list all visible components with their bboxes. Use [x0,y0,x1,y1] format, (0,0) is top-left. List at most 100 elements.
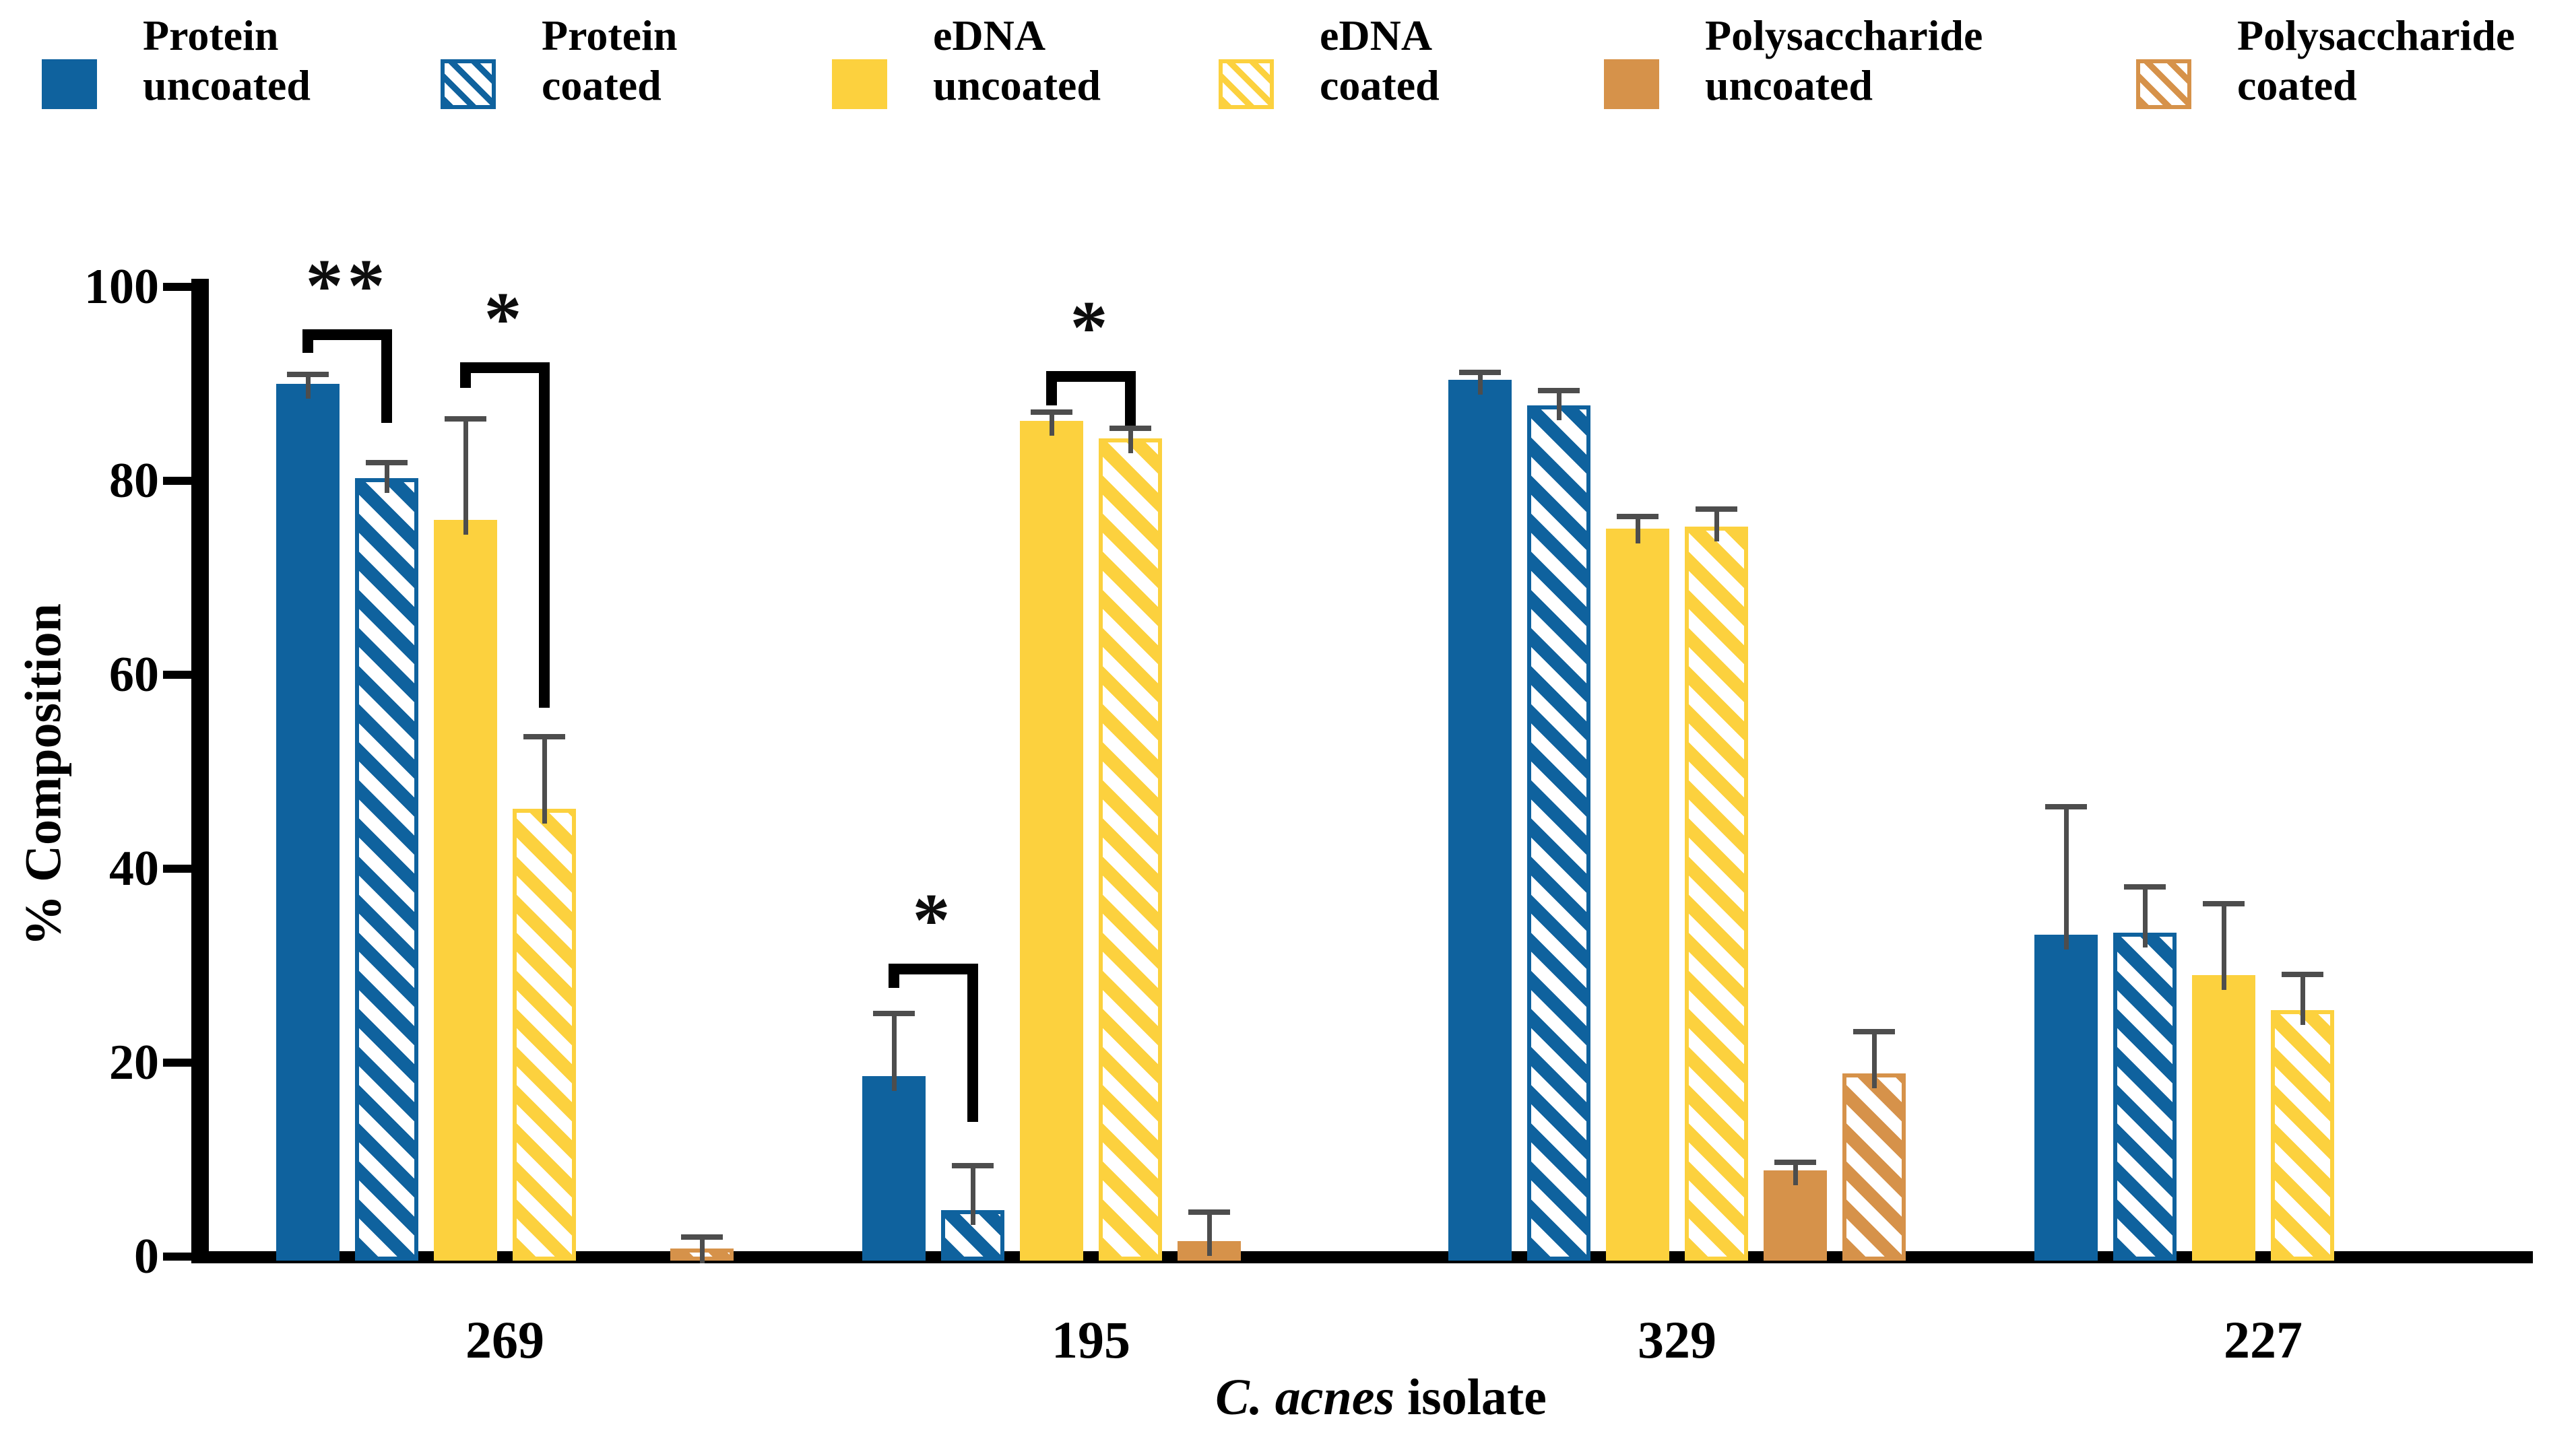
bar-polysaccharide-coated-329 [1842,1073,1906,1261]
error-cap-protein-uncoated-329 [1459,369,1501,375]
bar-protein-uncoated-227 [2034,934,2098,1261]
bar-edna-uncoated-269 [434,519,497,1261]
legend-label-line2: coated [1320,61,1440,109]
x-axis-title: C. acnes isolate [970,1368,1792,1426]
error-cap-edna-uncoated-227 [2203,900,2245,906]
legend-label-polysaccharide-uncoated: Polysaccharide uncoated [1705,11,1983,110]
legend-label-edna-coated: eDNA coated [1320,11,1440,110]
error-cap-polysaccharide-uncoated-195 [1188,1209,1230,1215]
legend-swatch-polysaccharide-uncoated [1604,59,1659,109]
bar-edna-coated-329 [1685,526,1748,1261]
sig-bracket-0-top [302,329,392,341]
legend-label-line1: Polysaccharide [1705,11,1983,59]
legend-label-line1: eDNA [1320,11,1433,59]
chart-legend: Protein uncoated Protein coated eDNA uncoated… [0,0,2576,155]
error-cap-protein-coated-329 [1538,388,1580,394]
legend-label-line2: uncoated [933,61,1101,109]
bar-edna-uncoated-329 [1606,528,1669,1261]
bar-edna-uncoated-195 [1020,420,1083,1261]
error-bar-protein-uncoated-195 [892,1013,897,1092]
error-cap-protein-coated-195 [952,1162,994,1168]
bar-protein-coated-269 [355,477,418,1261]
x-axis-title-species: C. acnes [1215,1369,1395,1426]
error-cap-protein-uncoated-195 [873,1010,915,1016]
bar-edna-uncoated-227 [2192,975,2255,1261]
sig-label-0: ** [305,244,389,329]
error-bar-protein-coated-329 [1557,391,1561,420]
y-axis-line [191,279,209,1263]
y-tick-label-80: 80 [109,453,159,508]
legend-swatch-protein-coated [441,59,496,109]
sig-label-2: * [1070,286,1112,370]
legend-label-line2: uncoated [1705,61,1873,109]
legend-item-protein-uncoated: Protein uncoated [42,0,419,155]
legend-item-edna-coated: eDNA coated [1219,0,1596,155]
y-axis-title: % Composition [15,603,72,946]
legend-label-edna-uncoated: eDNA uncoated [933,11,1101,110]
error-bar-edna-coated-227 [2300,974,2305,1026]
bar-protein-uncoated-195 [862,1076,926,1261]
sig-bracket-0-left-leg [302,329,313,353]
bar-protein-uncoated-269 [276,384,340,1261]
error-bar-edna-uncoated-195 [1050,411,1054,436]
legend-item-protein-coated: Protein coated [441,0,818,155]
legend-swatch-edna-coated [1219,59,1274,109]
y-tick-0 [163,1253,193,1261]
legend-label-line2: uncoated [143,61,311,109]
sig-bracket-3-left-leg [889,964,899,989]
error-cap-protein-coated-227 [2124,884,2166,890]
legend-label-protein-coated: Protein coated [542,11,677,110]
bar-protein-coated-227 [2113,933,2177,1261]
error-bar-protein-uncoated-269 [306,374,311,399]
error-bar-protein-coated-195 [971,1165,975,1225]
bar-protein-coated-329 [1527,405,1590,1261]
sig-bracket-3-top [889,964,978,975]
x-category-label-195: 195 [1052,1310,1130,1369]
y-tick-label-40: 40 [109,841,159,896]
legend-label-line1: Polysaccharide [2237,11,2515,59]
error-bar-protein-uncoated-227 [2064,806,2069,950]
error-bar-polysaccharide-uncoated-195 [1207,1211,1212,1256]
bar-edna-coated-195 [1099,438,1162,1261]
bar-protein-uncoated-329 [1448,380,1512,1261]
x-category-label-227: 227 [2224,1310,2303,1369]
sig-bracket-2-top [1046,371,1136,382]
error-cap-polysaccharide-coated-269 [681,1234,723,1240]
y-tick-100 [163,283,193,291]
sig-bracket-2-left-leg [1046,371,1057,405]
error-cap-protein-uncoated-227 [2045,803,2087,809]
y-tick-label-100: 100 [84,259,159,314]
error-cap-protein-coated-269 [366,459,408,465]
y-tick-label-0: 0 [134,1229,159,1284]
error-cap-edna-uncoated-329 [1617,514,1659,520]
y-tick-60 [163,671,193,679]
legend-label-protein-uncoated: Protein uncoated [143,11,311,110]
legend-label-polysaccharide-coated: Polysaccharide coated [2237,11,2515,110]
y-tick-label-60: 60 [109,647,159,702]
error-bar-edna-uncoated-329 [1636,517,1640,543]
sig-bracket-1-top [460,362,550,374]
legend-label-line1: Protein [143,11,279,59]
error-cap-edna-uncoated-269 [445,415,486,422]
legend-label-line1: eDNA [933,11,1046,59]
error-bar-protein-coated-227 [2143,887,2148,948]
error-cap-protein-uncoated-269 [287,371,329,377]
bar-edna-coated-227 [2271,1010,2334,1261]
sig-label-3: * [912,879,955,963]
x-category-label-269: 269 [465,1310,544,1369]
error-bar-polysaccharide-uncoated-329 [1793,1162,1798,1185]
error-bar-edna-coated-269 [542,737,547,824]
sig-bracket-1-left-leg [460,362,471,388]
error-cap-edna-coated-227 [2282,971,2323,977]
error-cap-edna-uncoated-195 [1031,409,1072,415]
legend-label-line1: Protein [542,11,678,59]
error-bar-edna-coated-329 [1714,508,1719,541]
sig-bracket-1-right-leg [539,362,550,708]
sig-label-1: * [484,277,526,362]
x-axis-title-rest: isolate [1394,1369,1547,1426]
y-tick-label-20: 20 [109,1035,159,1090]
legend-item-polysaccharide-uncoated: Polysaccharide uncoated [1604,0,1983,155]
sig-bracket-2-right-leg [1125,371,1136,426]
legend-item-edna-uncoated: eDNA uncoated [832,0,1209,155]
